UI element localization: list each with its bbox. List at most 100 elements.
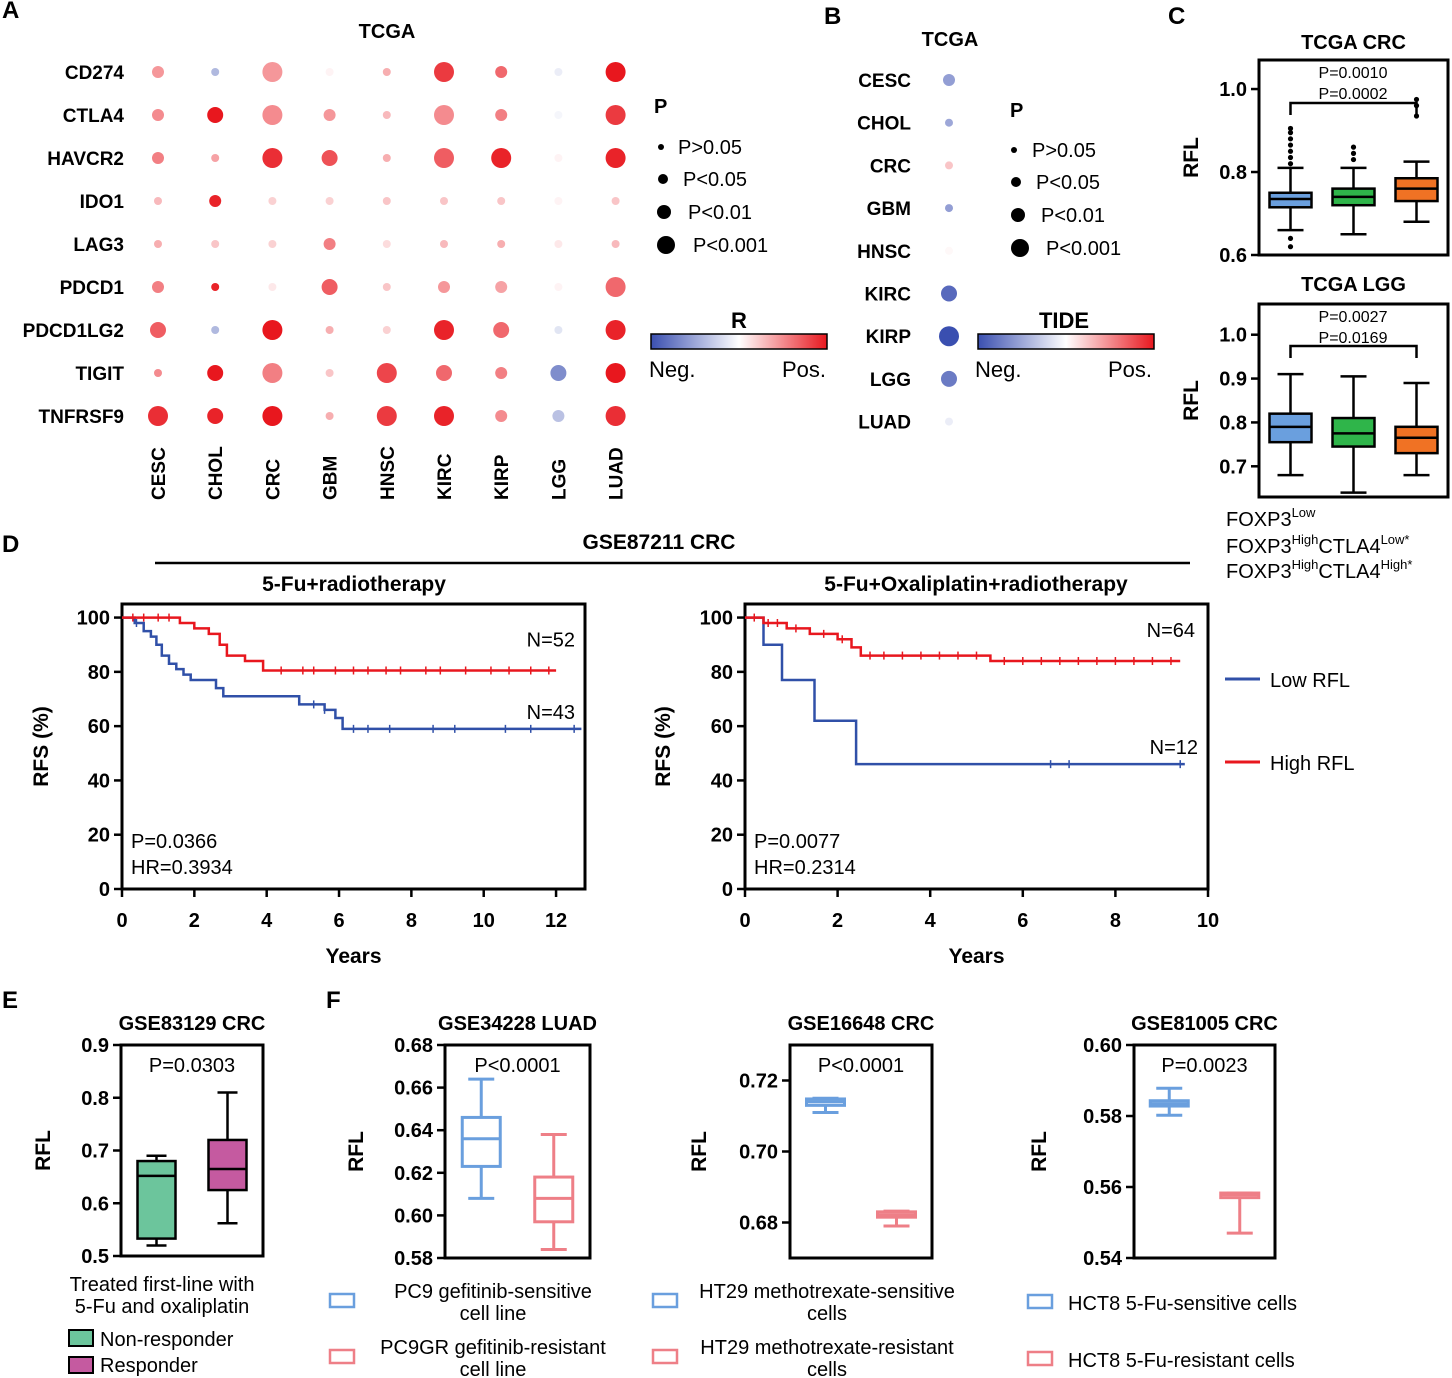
p-legend-dot-3 [657, 236, 675, 254]
panel-b: B TCGA CESC CHOL CRC GBM HNSC KIRC KIRP LGG LUAD… [824, 3, 1155, 434]
panel-a-gene-labels: CD274 CTLA4 HAVCR2 IDO1 LAG3 PDCD1 PDCD1LG2 TIG… [23, 63, 125, 428]
dot-lag3-chol [211, 240, 220, 248]
dot-pdcd1lg2-luad [605, 320, 626, 340]
dot-pdcd1lg2-kirc [434, 320, 454, 340]
dot-cd274-hnsc [382, 68, 391, 76]
gene-label-pdcd1: PDCD1 [60, 278, 125, 299]
dot-ctla4-lgg [554, 111, 563, 119]
b-p-legend-label-0: P>0.05 [1032, 140, 1096, 162]
y-tick-label: 20 [88, 825, 110, 847]
dot-lag3-lgg [554, 240, 563, 248]
dot-tnfrsf9-chol [207, 408, 224, 424]
km-curve-high-rfl [745, 616, 1181, 663]
b-p-legend-label-2: P<0.01 [1041, 205, 1105, 227]
legend-swatch [651, 1292, 679, 1309]
panel-a-color-legend: R Neg. Pos. [649, 308, 828, 382]
dot-ctla4-cesc [152, 109, 164, 121]
significance-bracket [1289, 344, 1418, 358]
x-tick-label: 10 [473, 910, 495, 932]
b-dot-kirp [939, 326, 959, 347]
outlier-point [1287, 161, 1294, 167]
panel-e-label: E [2, 987, 18, 1014]
y-tick-label: 80 [711, 662, 733, 684]
p-value: P=0.0023 [1161, 1055, 1247, 1077]
cancer-label-kirc: KIRC [435, 453, 456, 500]
km-curve-low-rfl [745, 616, 1185, 766]
plot-title: GSE81005 CRC [1131, 1013, 1278, 1035]
km-curve-high-rfl [122, 616, 557, 672]
panel-f: F GSE34228 LUAD0.680.660.640.620.600.58R… [326, 987, 1297, 1378]
panel-b-colorbar [977, 333, 1155, 350]
cancer-label-luad: LUAD [607, 447, 628, 500]
panel-b-label: B [824, 3, 841, 30]
dot-pdcd1-hnsc [382, 283, 391, 291]
legend-swatch [328, 1292, 356, 1309]
dot-pdcd1-crc [268, 283, 277, 291]
y-tick-label: 0.8 [1219, 412, 1247, 434]
dot-cd274-crc [262, 62, 283, 82]
outlier-point [1287, 136, 1294, 142]
dot-pdcd1-cesc [152, 281, 164, 293]
y-tick-label: 0.62 [394, 1163, 433, 1185]
panel-a: A TCGA CD274 CTLA4 HAVCR2 IDO1 LAG3 PDCD1 PDCD… [2, 0, 828, 500]
legend-label: PC9 gefitinib-sensitive [394, 1281, 592, 1303]
p-value-1: P=0.0010 [1319, 65, 1388, 82]
p-value-2: P=0.0002 [1319, 86, 1388, 103]
p-legend-dot-2 [657, 205, 671, 219]
panel-c-label: C [1168, 3, 1185, 30]
dot-pdcd1lg2-gbm [325, 326, 334, 334]
gene-label-ctla4: CTLA4 [63, 106, 125, 127]
panel-c-lgg-boxplot: TCGA LGG 1.0 0.9 0.8 0.7 RFL P=0.0027 P=0.0169 [1180, 274, 1450, 499]
dot-ctla4-crc [262, 105, 283, 125]
dot-cd274-gbm [325, 68, 334, 76]
legend-low-rfl-label: Low RFL [1270, 670, 1350, 692]
x-tick-label: 8 [406, 910, 417, 932]
outlier-point [1413, 96, 1420, 103]
y-axis-label: RFL [688, 1131, 711, 1172]
legend-nonresponder-label: Non-responder [100, 1329, 234, 1351]
x-tick-label: 2 [189, 910, 200, 932]
plot-title: GSE83129 CRC [119, 1013, 266, 1035]
y-tick-label: 0.8 [81, 1088, 109, 1110]
b-p-legend-dot-0 [1011, 147, 1017, 153]
legend-label: HT29 methotrexate-resistant [700, 1337, 954, 1359]
dot-havcr2-cesc [152, 152, 164, 164]
b-cancer-label-lgg: LGG [870, 370, 911, 391]
y-axis-label: RFL [32, 1130, 55, 1171]
dot-lag3-hnsc [382, 240, 391, 248]
dot-tnfrsf9-hnsc [376, 406, 397, 426]
gene-label-tnfrsf9: TNFRSF9 [39, 407, 125, 428]
y-tick-label: 20 [711, 825, 733, 847]
gene-label-havcr2: HAVCR2 [47, 149, 124, 170]
plot-title: GSE16648 CRC [788, 1013, 935, 1035]
plot-frame [1132, 1043, 1277, 1260]
box-body [460, 1115, 502, 1168]
panel-a-label: A [2, 0, 19, 24]
dot-ctla4-gbm [323, 109, 336, 121]
dot-pdcd1lg2-hnsc [382, 326, 391, 334]
box-body [1394, 425, 1439, 455]
outlier-point [1287, 154, 1294, 161]
y-tick-label: 0.60 [1083, 1035, 1122, 1057]
legend-label: cells [807, 1303, 847, 1325]
y-axis-label: RFS (%) [652, 706, 675, 787]
dot-tigit-gbm [325, 369, 334, 377]
p-value: P<0.0001 [474, 1055, 560, 1077]
y-axis-label: RFL [1028, 1131, 1051, 1172]
dot-ido1-gbm [325, 197, 334, 205]
plot-frame [1257, 302, 1450, 499]
dot-havcr2-crc [262, 148, 283, 168]
dot-cd274-kirp [495, 66, 508, 78]
legend-responder-label: Responder [100, 1355, 198, 1377]
x-tick-label: 4 [261, 910, 273, 932]
plot-title: GSE34228 LUAD [438, 1013, 597, 1035]
legend-label: cells [807, 1359, 847, 1378]
gene-label-lag3: LAG3 [73, 235, 124, 256]
dot-cd274-luad [605, 62, 626, 82]
panel-b-p-legend-title: P [1010, 100, 1023, 122]
y-tick-label: 0.7 [81, 1141, 109, 1163]
dot-tigit-chol [207, 365, 224, 381]
p-legend-dot-1 [658, 174, 668, 184]
outlier-point [1350, 144, 1357, 150]
dot-lag3-crc [268, 240, 277, 248]
